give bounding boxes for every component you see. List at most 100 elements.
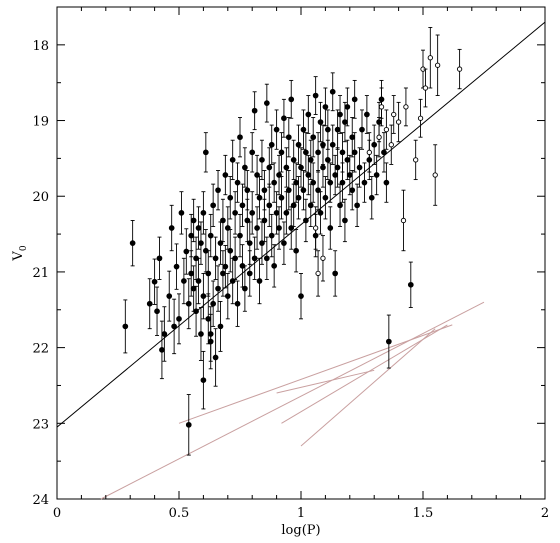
data-point-filled — [146, 300, 153, 307]
data-point-filled — [351, 149, 358, 156]
data-point-filled — [198, 331, 204, 337]
data-point-open — [417, 115, 424, 121]
data-point-filled — [322, 194, 329, 201]
reference-line — [100, 301, 485, 500]
data-point-filled — [317, 119, 324, 125]
data-point-filled — [215, 285, 221, 292]
data-point-filled — [305, 111, 312, 118]
reference-line — [300, 328, 436, 447]
data-point-filled — [239, 202, 246, 209]
data-point-filled — [295, 194, 302, 201]
data-point-open — [315, 270, 321, 277]
data-point-filled — [290, 202, 297, 209]
data-point-filled — [220, 217, 226, 224]
data-point-filled — [254, 225, 260, 231]
data-point-filled — [342, 217, 348, 224]
y-tick-label: 18 — [32, 39, 49, 54]
data-point-filled — [242, 164, 248, 171]
data-point-filled — [320, 164, 326, 171]
data-point-filled — [303, 149, 309, 156]
data-point-filled — [249, 149, 256, 156]
data-point-open — [383, 126, 390, 133]
data-point-filled — [232, 255, 238, 262]
y-axis-label-main: V — [11, 251, 26, 262]
data-point-filled — [371, 141, 378, 148]
data-point-filled — [261, 187, 268, 194]
data-point-open — [395, 119, 402, 125]
data-point-filled — [407, 281, 414, 288]
data-point-filled — [381, 149, 387, 156]
data-point-filled — [266, 202, 273, 209]
data-point-filled — [293, 179, 299, 186]
data-point-filled — [263, 100, 270, 106]
data-point-filled — [383, 179, 390, 186]
data-point-open — [432, 172, 438, 178]
data-point-filled — [234, 300, 241, 307]
data-point-filled — [129, 240, 136, 247]
data-point-filled — [161, 331, 168, 337]
data-point-filled — [212, 255, 219, 262]
data-point-open — [312, 225, 319, 231]
data-point-filled — [283, 164, 290, 171]
data-point-filled — [229, 157, 236, 163]
data-point-filled — [349, 187, 356, 194]
data-point-filled — [156, 255, 163, 262]
data-point-filled — [227, 194, 234, 201]
data-point-filled — [198, 240, 204, 247]
data-point-filled — [273, 126, 280, 133]
data-point-filled — [339, 179, 346, 186]
data-point-open — [391, 111, 397, 118]
data-point-filled — [205, 270, 212, 277]
data-point-open — [403, 104, 409, 110]
data-point-filled — [256, 194, 263, 201]
data-point-filled — [237, 232, 243, 239]
data-point-filled — [368, 194, 375, 201]
data-point-filled — [212, 354, 219, 361]
data-point-open — [320, 255, 326, 261]
data-point-filled — [205, 316, 212, 322]
reference-lines — [100, 301, 485, 500]
plot-frame — [56, 6, 546, 500]
data-point-filled — [266, 164, 273, 171]
data-point-filled — [222, 263, 229, 270]
data-point-filled — [300, 126, 307, 133]
data-point-filled — [178, 210, 185, 216]
data-point-filled — [244, 187, 251, 194]
data-point-filled — [159, 347, 165, 353]
data-point-filled — [215, 187, 221, 194]
data-point-filled — [303, 217, 309, 224]
data-points — [122, 26, 463, 456]
data-point-open — [456, 66, 463, 72]
data-point-filled — [344, 157, 351, 163]
data-point-filled — [332, 270, 339, 277]
fit-line-group — [56, 21, 546, 428]
data-point-filled — [261, 217, 268, 224]
data-point-open — [422, 85, 429, 91]
y-tick-label: 22 — [32, 342, 49, 357]
data-point-filled — [207, 331, 214, 337]
data-point-filled — [324, 157, 331, 163]
data-point-filled — [176, 316, 182, 322]
data-point-filled — [246, 270, 253, 277]
data-point-filled — [122, 323, 129, 330]
data-point-filled — [249, 210, 256, 216]
data-point-filled — [190, 217, 197, 224]
data-point-filled — [185, 421, 192, 428]
data-point-filled — [310, 179, 317, 186]
data-point-filled — [334, 126, 341, 133]
x-tick-label: 0 — [53, 506, 61, 521]
y-axis-label-subscript: 0 — [19, 245, 29, 251]
data-point-filled — [310, 134, 317, 141]
data-point-filled — [327, 179, 334, 186]
data-point-filled — [227, 247, 234, 254]
data-point-filled — [251, 107, 258, 114]
data-point-filled — [207, 232, 214, 239]
data-point-filled — [268, 232, 275, 239]
data-point-filled — [329, 88, 336, 95]
data-point-open — [366, 149, 372, 155]
data-point-filled — [312, 92, 319, 99]
data-point-filled — [151, 278, 158, 285]
data-point-filled — [195, 278, 202, 284]
data-point-filled — [195, 225, 202, 231]
